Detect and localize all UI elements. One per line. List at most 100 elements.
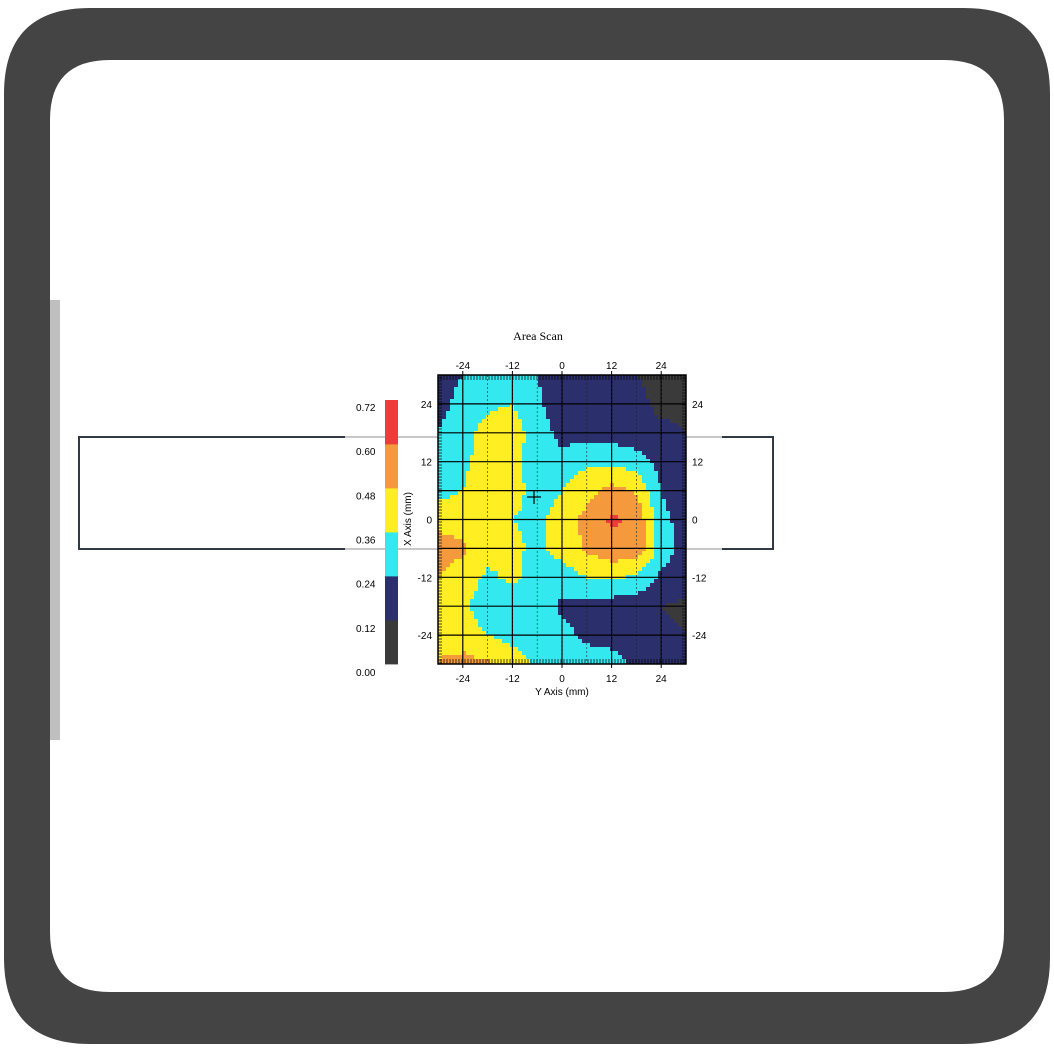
heatmap-cell [454, 651, 459, 656]
heatmap-cell [494, 387, 499, 392]
heatmap-cell [546, 519, 551, 524]
heatmap-cell [622, 507, 627, 512]
heatmap-cell [554, 383, 559, 388]
heatmap-cell [590, 487, 595, 492]
heatmap-cell [666, 591, 671, 596]
heatmap-cell [530, 599, 535, 604]
heatmap-cell [446, 387, 451, 392]
heatmap-cell [614, 471, 619, 476]
heatmap-cell [462, 495, 467, 500]
heatmap-cell [670, 583, 675, 588]
heatmap-cell [514, 387, 519, 392]
heatmap-cell [646, 435, 651, 440]
heatmap-cell [590, 451, 595, 456]
heatmap-cell [442, 655, 447, 660]
heatmap-cell [442, 611, 447, 616]
heatmap-cell [554, 427, 559, 432]
heatmap-cell [678, 383, 683, 388]
heatmap-cell [542, 395, 547, 400]
heatmap-cell [502, 483, 507, 488]
heatmap-cell [598, 403, 603, 408]
heatmap-cell [646, 563, 651, 568]
heatmap-cell [654, 615, 659, 620]
heatmap-cell [478, 611, 483, 616]
heatmap-cell [598, 583, 603, 588]
heatmap-cell [630, 443, 635, 448]
heatmap-cell [486, 455, 491, 460]
heatmap-cell [462, 395, 467, 400]
heatmap-cell [614, 483, 619, 488]
heatmap-cell [538, 655, 543, 660]
heatmap-cell [622, 651, 627, 656]
heatmap-cell [546, 655, 551, 660]
heatmap-cell [646, 383, 651, 388]
heatmap-cell [450, 591, 455, 596]
heatmap-cell [506, 375, 511, 380]
heatmap-cell [466, 623, 471, 628]
heatmap-cell [662, 415, 667, 420]
heatmap-cell [542, 583, 547, 588]
heatmap-cell [514, 643, 519, 648]
heatmap-cell [606, 535, 611, 540]
heatmap-cell [462, 491, 467, 496]
heatmap-cell [542, 599, 547, 604]
heatmap-cell [474, 483, 479, 488]
heatmap-cell [582, 631, 587, 636]
heatmap-cell [486, 487, 491, 492]
heatmap-cell [470, 587, 475, 592]
heatmap-cell [662, 395, 667, 400]
heatmap-cell [582, 619, 587, 624]
heatmap-cell [618, 539, 623, 544]
heatmap-cell [618, 559, 623, 564]
heatmap-cell [546, 619, 551, 624]
heatmap-cell [466, 467, 471, 472]
heatmap-cell [634, 619, 639, 624]
heatmap-cell [446, 555, 451, 560]
heatmap-cell [650, 463, 655, 468]
heatmap-cell [542, 543, 547, 548]
heatmap-cell [554, 611, 559, 616]
heatmap-cell [530, 539, 535, 544]
heatmap-cell [666, 551, 671, 556]
heatmap-cell [538, 535, 543, 540]
heatmap-cell [494, 651, 499, 656]
heatmap-cell [574, 399, 579, 404]
heatmap-cell [462, 543, 467, 548]
heatmap-cell [526, 607, 531, 612]
heatmap-cell [518, 507, 523, 512]
heatmap-cell [490, 403, 495, 408]
heatmap-cell [458, 647, 463, 652]
heatmap-cell [654, 439, 659, 444]
heatmap-cell [650, 515, 655, 520]
heatmap-cell [562, 619, 567, 624]
heatmap-cell [590, 607, 595, 612]
heatmap-cell [450, 659, 455, 664]
heatmap-cell [494, 567, 499, 572]
heatmap-cell [674, 411, 679, 416]
heatmap-cell [518, 387, 523, 392]
heatmap-cell [502, 495, 507, 500]
heatmap-cell [566, 563, 571, 568]
heatmap-cell [638, 387, 643, 392]
heatmap-cell [650, 471, 655, 476]
heatmap-cell [598, 511, 603, 516]
heatmap-cell [638, 471, 643, 476]
heatmap-cell [586, 639, 591, 644]
heatmap-cell [470, 411, 475, 416]
heatmap-cell [614, 551, 619, 556]
heatmap-cell [666, 631, 671, 636]
heatmap-cell [442, 587, 447, 592]
heatmap-cell [586, 475, 591, 480]
heatmap-cell [594, 627, 599, 632]
heatmap-cell [490, 495, 495, 500]
heatmap-cell [554, 535, 559, 540]
heatmap-cell [546, 447, 551, 452]
heatmap-cell [498, 507, 503, 512]
heatmap-cell [534, 655, 539, 660]
heatmap-cell [590, 411, 595, 416]
heatmap-cell [542, 375, 547, 380]
heatmap-cell [450, 479, 455, 484]
heatmap-cell [542, 603, 547, 608]
heatmap-cell [618, 403, 623, 408]
heatmap-cell [490, 515, 495, 520]
